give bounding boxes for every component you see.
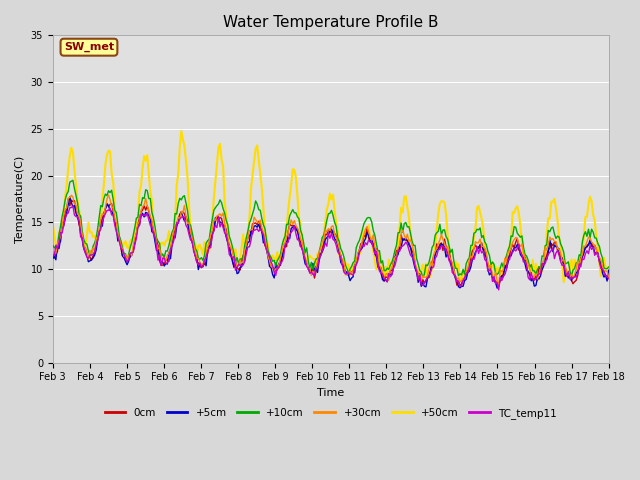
- +5cm: [216, 219, 224, 225]
- +30cm: [49, 251, 56, 257]
- +10cm: [605, 264, 612, 270]
- Line: +30cm: +30cm: [52, 195, 609, 286]
- TC_temp11: [244, 244, 252, 250]
- +30cm: [605, 275, 612, 280]
- X-axis label: Time: Time: [317, 388, 344, 398]
- +50cm: [294, 192, 301, 198]
- +30cm: [235, 263, 243, 268]
- Line: +50cm: +50cm: [52, 131, 609, 282]
- TC_temp11: [495, 287, 502, 293]
- +50cm: [177, 128, 185, 134]
- +50cm: [117, 238, 125, 243]
- 0cm: [577, 254, 584, 260]
- TC_temp11: [577, 264, 584, 270]
- +50cm: [244, 230, 252, 236]
- +30cm: [294, 225, 301, 231]
- +10cm: [49, 242, 56, 248]
- Line: +5cm: +5cm: [52, 197, 609, 288]
- Line: TC_temp11: TC_temp11: [52, 206, 609, 290]
- 0cm: [244, 235, 252, 241]
- +5cm: [66, 194, 74, 200]
- TC_temp11: [49, 251, 56, 257]
- Legend: 0cm, +5cm, +10cm, +30cm, +50cm, TC_temp11: 0cm, +5cm, +10cm, +30cm, +50cm, TC_temp1…: [100, 404, 561, 423]
- 0cm: [49, 250, 56, 255]
- 0cm: [65, 196, 72, 202]
- +10cm: [118, 245, 126, 251]
- 0cm: [605, 276, 612, 281]
- +5cm: [118, 253, 126, 259]
- +50cm: [605, 264, 612, 270]
- +50cm: [49, 221, 56, 227]
- +30cm: [577, 256, 584, 262]
- TC_temp11: [235, 261, 243, 267]
- +30cm: [495, 283, 502, 288]
- TC_temp11: [118, 247, 126, 253]
- +50cm: [216, 141, 224, 147]
- TC_temp11: [605, 276, 612, 281]
- +10cm: [235, 261, 243, 266]
- +5cm: [244, 240, 252, 245]
- Y-axis label: Temperature(C): Temperature(C): [15, 156, 25, 242]
- TC_temp11: [216, 224, 224, 230]
- 0cm: [235, 266, 243, 272]
- +5cm: [294, 226, 301, 231]
- 0cm: [294, 228, 301, 233]
- +30cm: [105, 192, 113, 198]
- +5cm: [49, 256, 56, 262]
- +50cm: [235, 259, 243, 265]
- Title: Water Temperature Profile B: Water Temperature Profile B: [223, 15, 438, 30]
- Line: 0cm: 0cm: [52, 199, 609, 286]
- TC_temp11: [69, 203, 77, 209]
- +10cm: [216, 197, 224, 203]
- Line: +10cm: +10cm: [52, 180, 609, 277]
- +50cm: [577, 252, 584, 258]
- 0cm: [118, 253, 126, 259]
- Text: SW_met: SW_met: [64, 42, 114, 52]
- +10cm: [294, 214, 301, 220]
- +10cm: [577, 253, 584, 259]
- TC_temp11: [294, 237, 301, 242]
- +30cm: [216, 211, 224, 216]
- +5cm: [577, 260, 584, 265]
- +10cm: [419, 275, 427, 280]
- 0cm: [216, 215, 224, 220]
- +30cm: [244, 235, 252, 241]
- +5cm: [493, 285, 501, 291]
- +5cm: [605, 267, 612, 273]
- +50cm: [560, 279, 568, 285]
- +5cm: [235, 270, 243, 276]
- +30cm: [118, 246, 126, 252]
- +10cm: [244, 228, 252, 234]
- +10cm: [69, 178, 77, 183]
- 0cm: [456, 283, 464, 288]
